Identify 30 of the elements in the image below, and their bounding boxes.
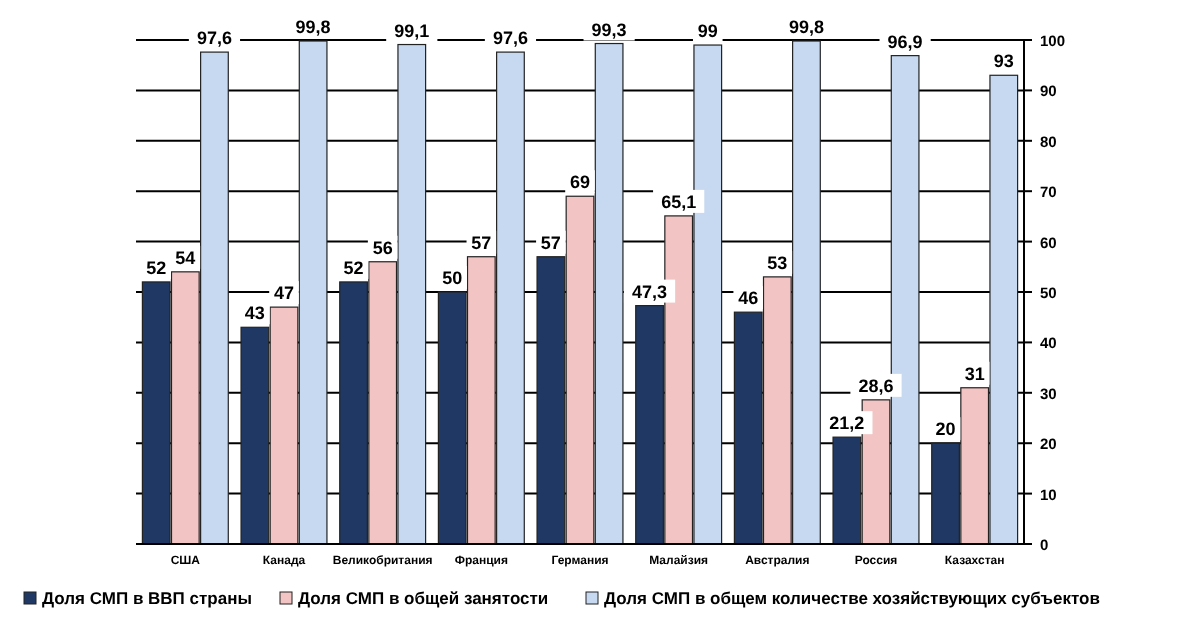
data-label: 21,2 [829,413,865,434]
data-label: 28,6 [858,375,894,396]
legend-label: Доля СМП в общей занятости [298,588,549,608]
data-label: 97,6 [196,28,232,49]
data-label: 56 [372,237,393,258]
data-label: 96,9 [887,31,923,52]
data-label: 99,1 [394,20,430,41]
data-label: 57 [540,232,561,253]
data-label: 93 [993,51,1014,72]
data-label: 52 [146,257,167,278]
data-label: 99 [697,21,718,42]
legend-label: Доля СМП в ВВП страны [42,588,252,608]
data-label: 99,8 [788,17,824,38]
legend-label: Доля СМП в общем количестве хозяйствующих субъектов [604,588,1100,608]
data-label: 53 [767,252,788,273]
data-label: 47,3 [632,281,668,302]
data-label: 47 [273,283,295,304]
data-label: 20 [935,419,956,440]
data-label: 52 [343,257,364,278]
data-label: 99,8 [295,17,331,38]
data-label: 69 [569,172,591,193]
data-label: 46 [738,288,759,309]
data-label: 43 [244,303,265,324]
data-label: 65,1 [661,191,697,212]
data-label: 31 [964,363,985,384]
data-label: 57 [471,232,492,253]
data-label: 97,6 [492,28,528,49]
data-label: 54 [175,247,196,268]
data-label: 50 [442,268,463,288]
data-label: 99,3 [591,19,627,40]
